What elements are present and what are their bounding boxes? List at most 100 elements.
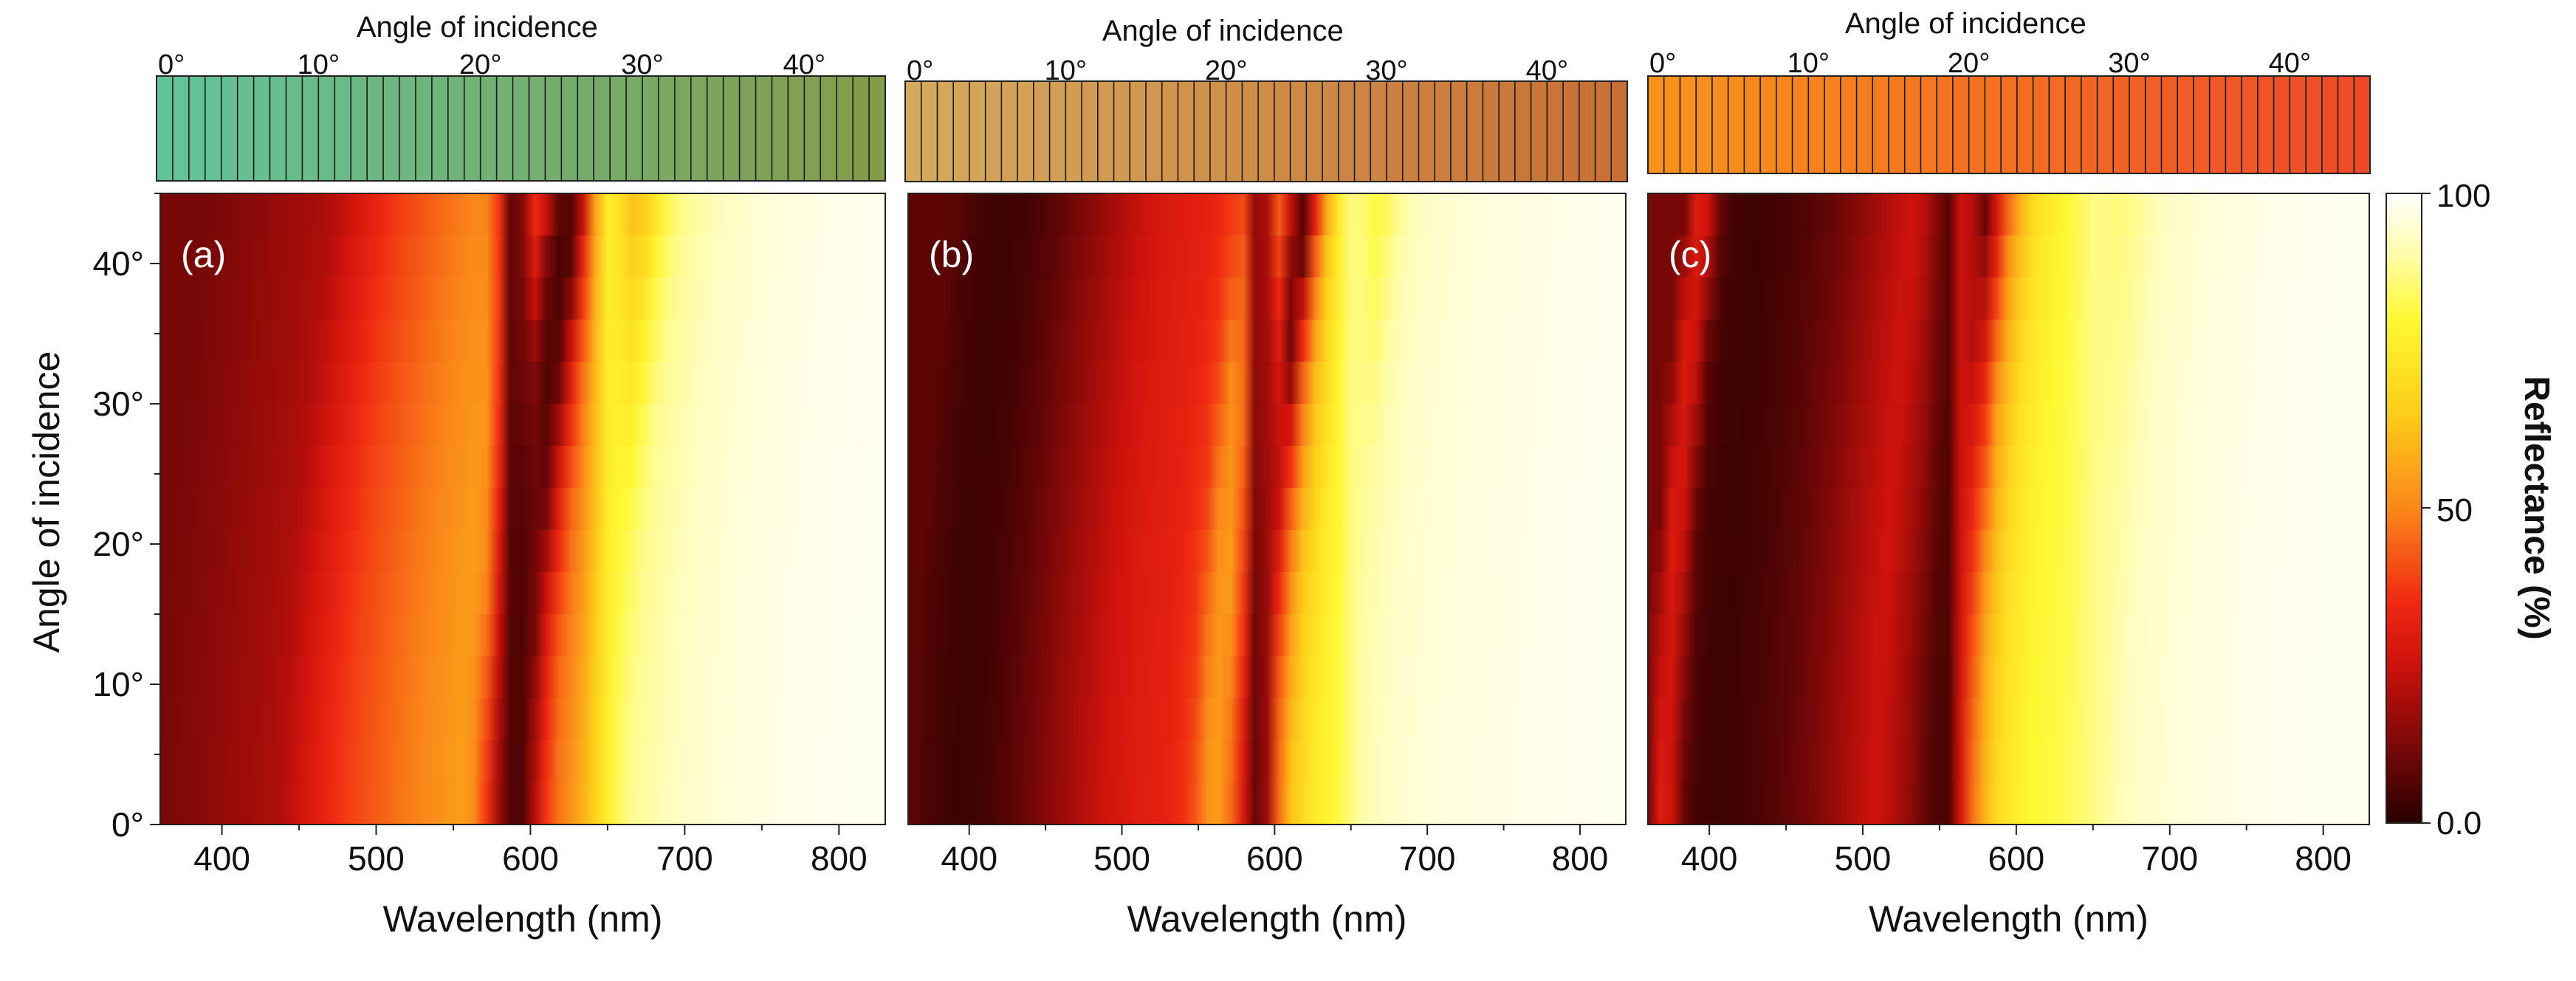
angle-swatch (610, 76, 627, 181)
angle-swatch (1840, 76, 1858, 173)
angle-swatch (172, 76, 190, 181)
angle-swatch (1889, 76, 1906, 173)
angle-swatch (1033, 81, 1051, 182)
x-tick-label: 800 (811, 839, 868, 878)
angle-swatch (1968, 76, 1985, 173)
heatmap-frame (1647, 193, 2370, 825)
x-tick-label: 600 (1246, 839, 1303, 878)
swatch-tick-label: 0° (907, 55, 933, 86)
angle-swatch (2193, 76, 2211, 173)
angle-swatch (367, 76, 384, 181)
angle-swatch (1776, 76, 1793, 173)
angle-swatch (1130, 81, 1147, 182)
swatch-title: Angle of incidence (1102, 15, 1344, 47)
angle-swatch (594, 76, 611, 181)
heatmap-frame (159, 193, 886, 825)
angle-swatch (237, 76, 255, 181)
angle-swatch (496, 76, 514, 181)
angle-swatch (1402, 81, 1420, 182)
heatmap-row (908, 698, 1626, 741)
heatmap-row (160, 235, 885, 278)
x-tick-label: 500 (1093, 839, 1150, 878)
angle-swatch (1354, 81, 1371, 182)
heatmap-row (160, 530, 885, 573)
heatmap-row (908, 404, 1626, 447)
reflectance-colorbar: 100 50 0.0 Reflectance (%) (2386, 178, 2556, 841)
heatmap-row (1648, 740, 2369, 783)
angle-swatch (2097, 76, 2114, 173)
angle-swatch (1952, 76, 1970, 173)
angle-swatch (804, 76, 821, 181)
angle-swatch (985, 81, 1002, 182)
angle-swatch (1547, 81, 1564, 182)
swatch-frame (1647, 75, 2371, 174)
angle-swatch (1049, 81, 1066, 182)
heatmap-row (908, 782, 1626, 825)
angle-swatch (1920, 76, 1937, 173)
angle-swatch (318, 76, 335, 181)
x-tick-label: 700 (656, 839, 713, 878)
panel-label: (c) (1669, 234, 1711, 275)
angle-swatch (2161, 76, 2178, 173)
angle-swatch (820, 76, 837, 181)
angle-swatch (2209, 76, 2226, 173)
angle-swatch (1711, 76, 1729, 173)
swatch-tick-label: 30° (2108, 48, 2150, 79)
angle-swatch (2306, 76, 2323, 173)
x-tick-label: 400 (1681, 839, 1738, 878)
x-tick-label: 800 (2295, 839, 2352, 878)
angle-swatch (1499, 81, 1516, 182)
angle-swatch (739, 76, 757, 181)
angle-swatch (2016, 76, 2034, 173)
angle-swatch (2338, 76, 2355, 173)
angle-swatch (1937, 76, 1954, 173)
heatmap-row (908, 740, 1626, 783)
y-tick-label: 0° (111, 805, 144, 844)
y-tick-label: 20° (92, 525, 144, 563)
angle-swatch (1648, 76, 1665, 173)
angle-swatch (253, 76, 271, 181)
angle-swatch (869, 76, 886, 181)
heatmap-row (908, 362, 1626, 405)
heatmap-row (1648, 320, 2369, 362)
swatch-tick-label: 0° (158, 49, 185, 80)
y-tick-label: 10° (92, 665, 144, 703)
angle-swatch (2242, 76, 2259, 173)
angle-swatch (431, 76, 449, 181)
angle-swatch (1290, 81, 1307, 182)
angle-swatch (415, 76, 433, 181)
heatmap-row (160, 488, 885, 531)
angle-swatch (2354, 76, 2371, 173)
angle-swatch (545, 76, 562, 181)
angle-swatch (1872, 76, 1889, 173)
angle-swatch (1226, 81, 1243, 182)
angle-swatch (2177, 76, 2194, 173)
colorbar-gradient (2386, 193, 2422, 824)
angle-swatch (772, 76, 789, 181)
angle-swatch (1696, 76, 1713, 173)
angle-swatch (1450, 81, 1468, 182)
swatch-tick-label: 40° (2269, 48, 2311, 79)
angle-swatch (1563, 81, 1580, 182)
heatmap-row (1648, 362, 2369, 405)
heatmap-row (160, 446, 885, 489)
angle-swatch (577, 76, 594, 181)
angle-swatch (1306, 81, 1323, 182)
angle-swatch (1531, 81, 1548, 182)
angle-swatch (464, 76, 481, 181)
angle-swatch (1808, 76, 1825, 173)
angle-swatch (642, 76, 659, 181)
angle-swatch (269, 76, 287, 181)
angle-swatch (1663, 76, 1681, 173)
angle-swatch (2273, 76, 2290, 173)
swatch-frame (156, 75, 886, 182)
angle-swatch (1985, 76, 2002, 173)
heatmap-row (1648, 446, 2369, 489)
heatmap-row (1648, 572, 2369, 615)
heatmap-row (160, 656, 885, 699)
angle-swatch (1792, 76, 1809, 173)
angle-swatch (334, 76, 351, 181)
heatmap-row (1648, 782, 2369, 825)
angle-swatch (2290, 76, 2307, 173)
heatmap-row (160, 782, 885, 825)
